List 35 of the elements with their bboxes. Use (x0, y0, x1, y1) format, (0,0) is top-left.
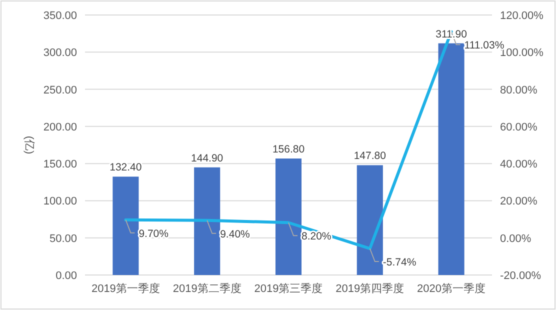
y2-tick-label: 60.00% (500, 121, 538, 134)
bar (112, 176, 139, 275)
data-label: 156.80 (272, 144, 305, 156)
bar (194, 167, 220, 275)
y-tick-label: 350.00 (43, 10, 77, 22)
data-label: 9.70% (138, 228, 168, 240)
y-tick-label: 50.00 (49, 232, 77, 245)
y2-tick-label: -20.00% (500, 270, 542, 282)
data-label: -5.74% (382, 256, 416, 269)
y-tick-label: 150.00 (43, 158, 77, 171)
y2-tick-label: 80.00% (500, 84, 538, 96)
y2-tick-label: 40.00% (500, 158, 538, 171)
y2-tick-label: 100.00% (500, 47, 544, 60)
x-tick-label: 2019第三季度 (254, 282, 323, 295)
data-label: 8.20% (302, 230, 332, 243)
y-tick-label: 300.00 (43, 47, 77, 60)
bar (356, 165, 383, 275)
x-tick-label: 2019第一季度 (91, 282, 160, 295)
y-tick-label: 200.00 (43, 121, 77, 134)
y2-tick-label: 120.00% (500, 10, 544, 22)
bar (275, 158, 302, 275)
y-tick-label: 100.00 (43, 196, 77, 208)
data-label: 132.40 (110, 162, 142, 174)
y-axis-title: (亿) (23, 136, 35, 154)
data-label: 9.40% (220, 228, 250, 240)
data-label: 144.90 (191, 152, 224, 164)
x-tick-label: 2020第一季度 (417, 282, 486, 295)
y-tick-label: 0.00 (56, 270, 77, 282)
y2-tick-label: 20.00% (500, 196, 538, 208)
y2-tick-label: 0.00% (500, 232, 532, 245)
bar (438, 43, 464, 275)
x-tick-label: 2019第四季度 (336, 282, 404, 295)
y-tick-label: 250.00 (43, 84, 77, 96)
data-label: 147.80 (354, 150, 386, 162)
x-tick-label: 2019第二季度 (172, 282, 242, 295)
